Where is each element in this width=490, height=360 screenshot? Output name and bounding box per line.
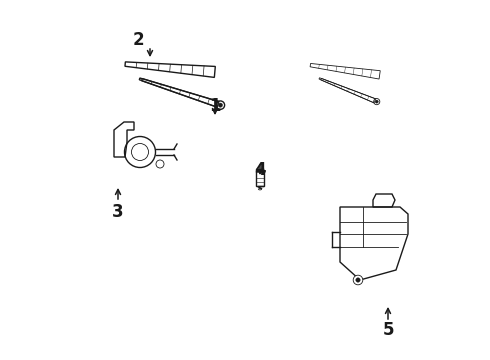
Text: 1: 1 <box>209 97 221 115</box>
Circle shape <box>375 100 378 103</box>
Circle shape <box>353 275 363 285</box>
Circle shape <box>219 103 222 107</box>
Circle shape <box>216 101 224 109</box>
Text: 5: 5 <box>382 321 394 339</box>
Text: 4: 4 <box>254 161 266 179</box>
Circle shape <box>356 278 360 282</box>
Circle shape <box>374 99 380 105</box>
Text: 2: 2 <box>132 31 144 49</box>
Circle shape <box>156 160 164 168</box>
Text: 3: 3 <box>112 203 124 221</box>
